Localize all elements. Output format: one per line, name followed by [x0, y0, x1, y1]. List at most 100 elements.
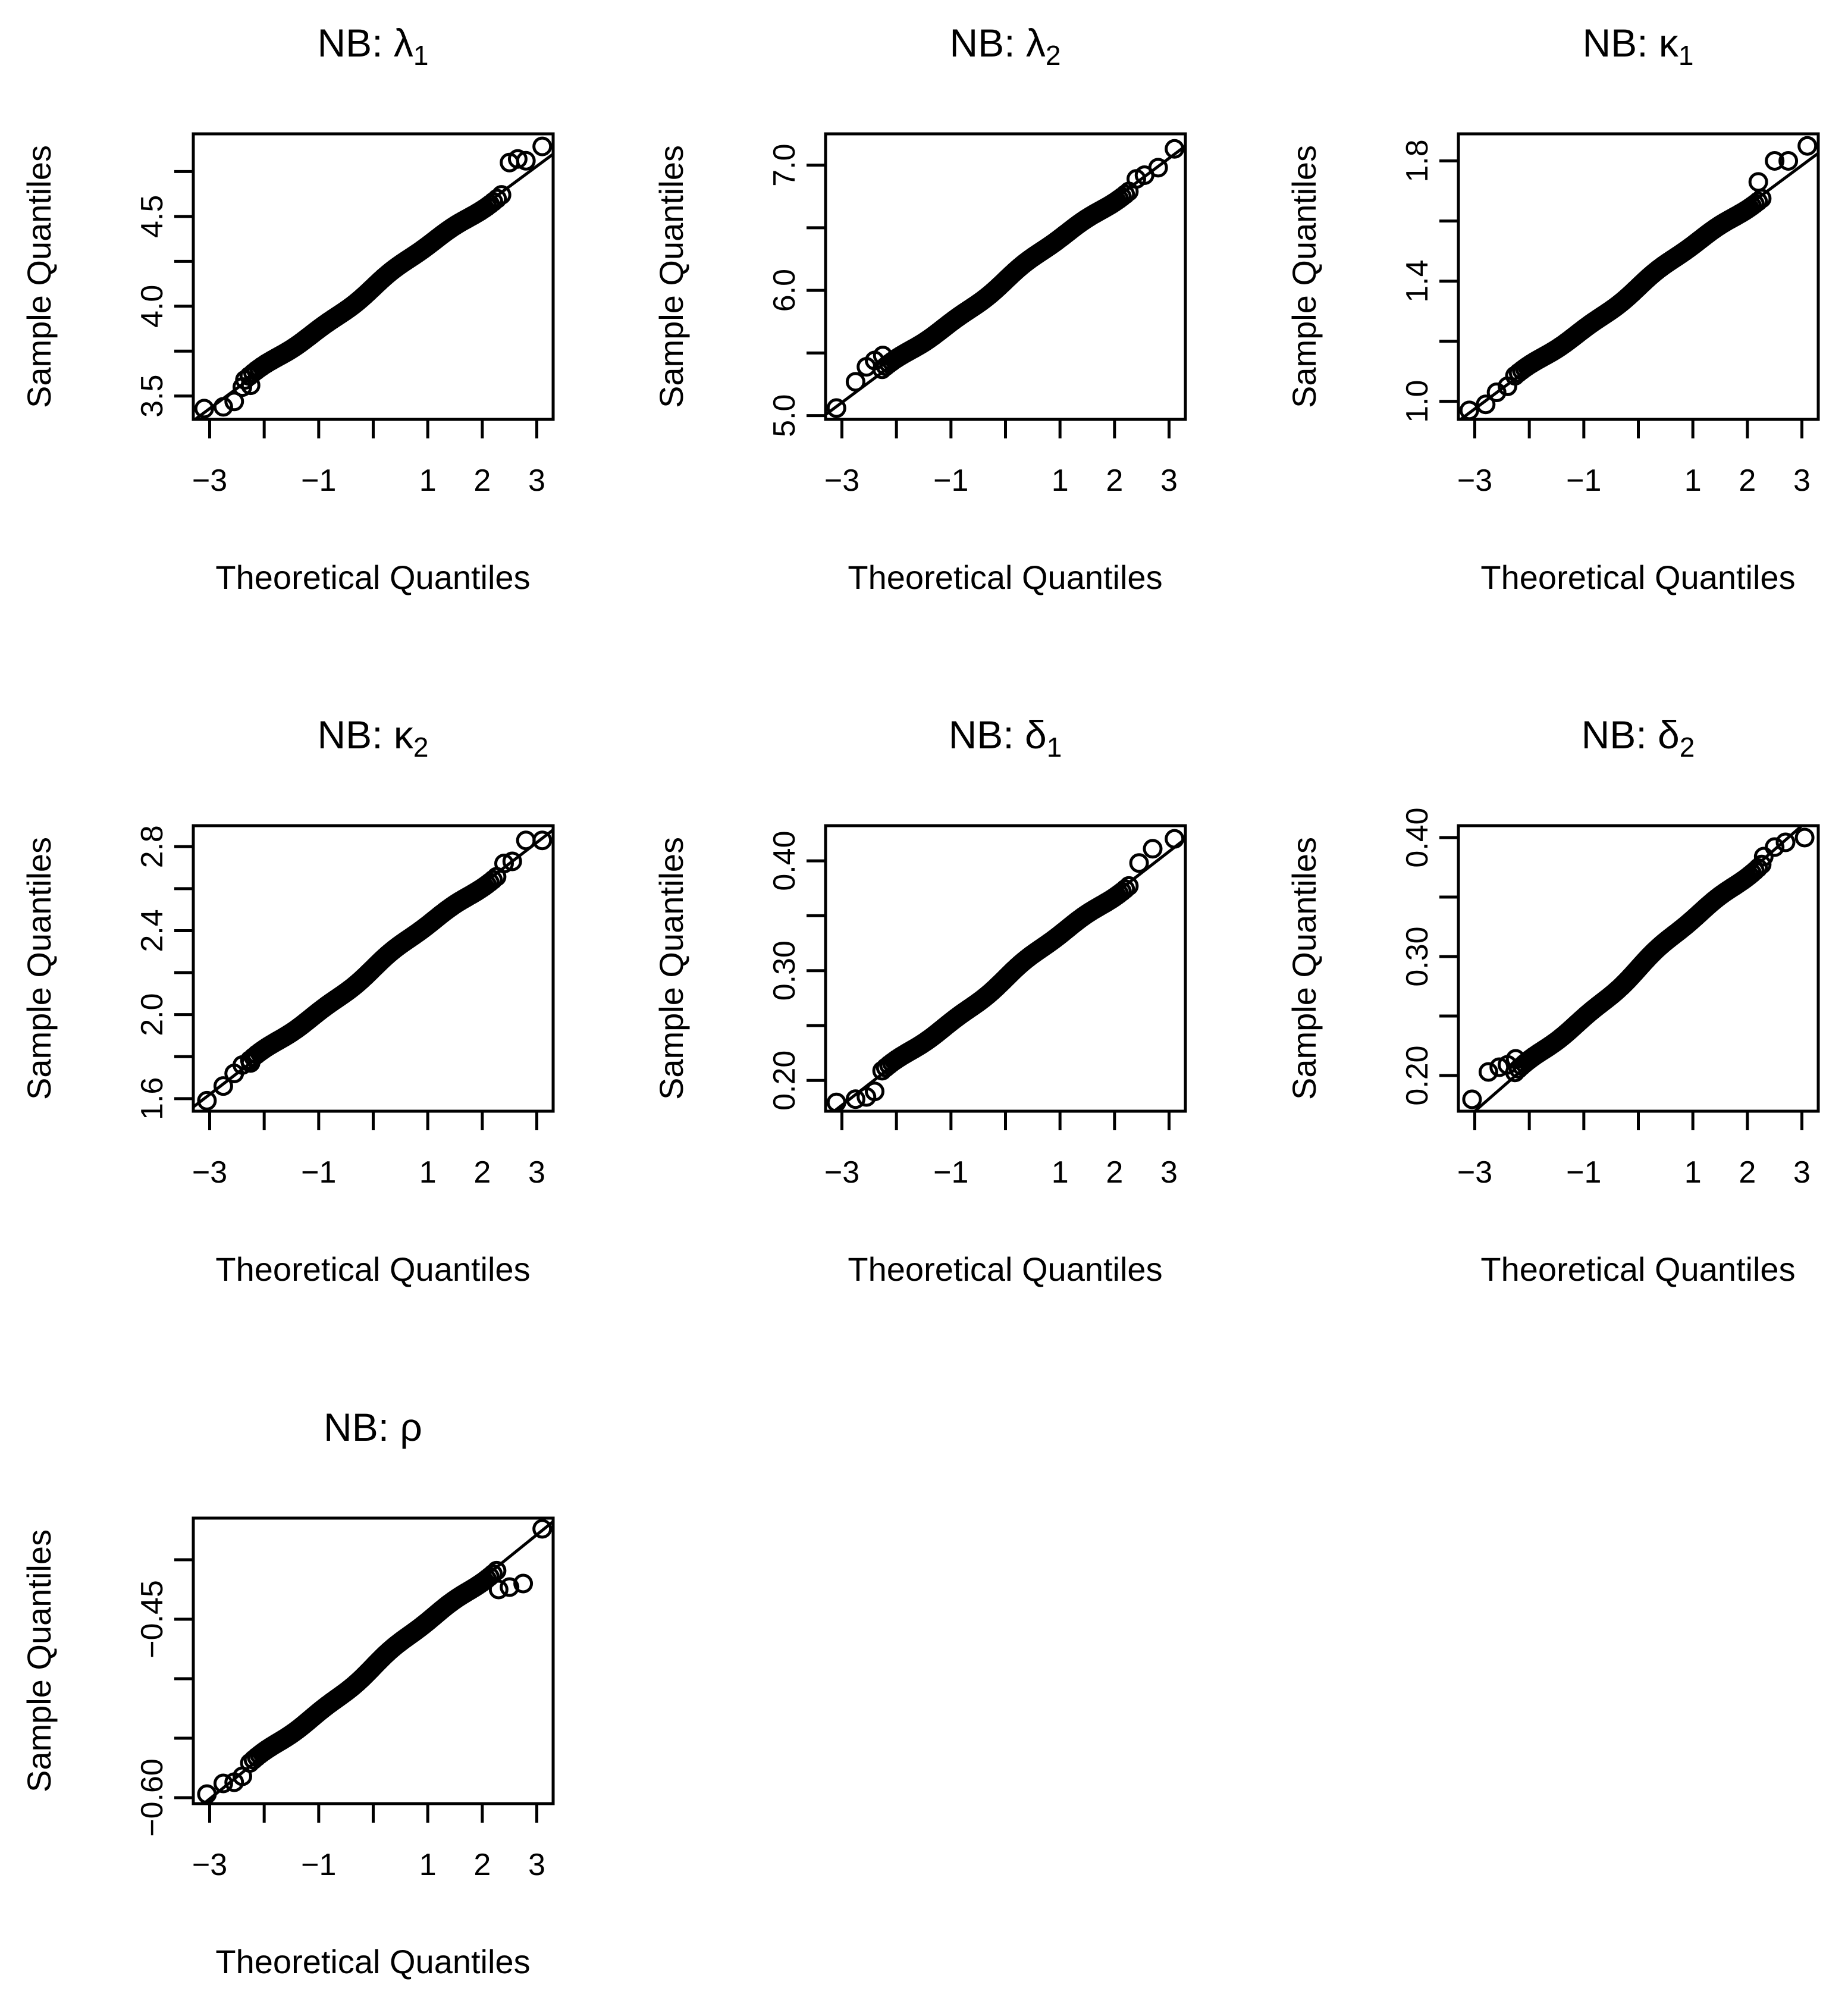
y-tick-label: 3.5: [135, 375, 170, 418]
qq-panel-lambda2: NB: λ2 Theoretical Quantiles Sample Quan…: [652, 21, 1187, 596]
qq-point: [194, 399, 214, 419]
x-tick-label: −3: [192, 1155, 227, 1190]
qq-point: [240, 375, 261, 396]
x-tick-label: 3: [1793, 463, 1811, 498]
x-tick-label: 1: [1684, 463, 1702, 498]
x-axis-label: Theoretical Quantiles: [1480, 1250, 1795, 1288]
x-tick-label: −3: [192, 1848, 227, 1882]
qq-point: [1478, 1062, 1498, 1082]
qq-point: [233, 1055, 252, 1075]
y-tick-label: 2.4: [135, 909, 170, 952]
qq-point: [1459, 400, 1479, 421]
x-tick-label: −1: [301, 463, 336, 498]
x-axis-label: Theoretical Quantiles: [215, 559, 530, 596]
panel-title: NB: λ2: [950, 21, 1061, 71]
qq-point: [197, 1784, 217, 1804]
qq-point: [1143, 839, 1163, 859]
axis-ticks: −3 −1 1 2 3 1.6 2.0 2.4 2.8: [135, 825, 545, 1190]
data-points: [826, 139, 1185, 418]
x-tick-label: 1: [1684, 1155, 1702, 1190]
qq-point: [500, 1577, 520, 1597]
qq-point: [532, 136, 553, 156]
y-axis-label: Sample Quantiles: [1285, 837, 1323, 1100]
y-tick-label: 1.0: [1400, 380, 1435, 423]
qq-point: [233, 377, 252, 397]
panel-title: NB: λ1: [318, 21, 429, 71]
qq-point: [1129, 853, 1149, 873]
qq-point: [1748, 192, 1768, 212]
y-tick-label: 0.40: [767, 830, 802, 891]
x-tick-label: −3: [1457, 463, 1492, 498]
x-axis-label: Theoretical Quantiles: [848, 1250, 1162, 1288]
x-tick-label: 3: [1160, 1155, 1178, 1190]
x-tick-label: 3: [528, 1155, 545, 1190]
qq-point: [233, 1766, 252, 1786]
qq-point: [532, 830, 553, 851]
qq-panel-delta2: NB: δ2 Theoretical Quantiles Sample Quan…: [1285, 713, 1820, 1288]
x-tick-label: 1: [419, 1848, 437, 1882]
y-tick-label: 0.20: [1400, 1045, 1435, 1105]
y-tick-label: −0.45: [135, 1580, 170, 1658]
qq-point: [1486, 383, 1507, 403]
y-tick-label: 1.8: [1400, 139, 1435, 182]
x-tick-label: −1: [301, 1155, 336, 1190]
data-points: [193, 136, 553, 419]
qq-point: [240, 1053, 261, 1073]
y-tick-label: 0.40: [1400, 807, 1435, 867]
x-tick-label: −3: [824, 463, 859, 498]
qq-point: [1765, 837, 1785, 857]
x-tick-label: 2: [473, 1848, 491, 1882]
axis-ticks: −3 −1 1 2 3 0.20 0.30 0.40: [767, 830, 1178, 1190]
y-axis-label: Sample Quantiles: [20, 1529, 58, 1792]
axis-ticks: −3 −1 1 2 3 3.5 4.0 4.5: [135, 170, 545, 498]
qq-point: [487, 189, 507, 209]
qq-point: [873, 346, 893, 366]
qq-point: [1148, 158, 1168, 178]
y-axis-label: Sample Quantiles: [652, 837, 690, 1100]
qq-point: [1498, 376, 1517, 396]
x-tick-label: −3: [824, 1155, 859, 1190]
qq-point: [491, 185, 512, 205]
qq-point: [1115, 879, 1135, 899]
qq-panel-kappa2: NB: κ2 Theoretical Quantiles Sample Quan…: [20, 713, 555, 1288]
qq-panel-rho: NB: ρ Theoretical Quantiles Sample Quant…: [20, 1405, 555, 1980]
x-tick-label: 2: [1106, 463, 1123, 498]
qq-point: [826, 1092, 846, 1112]
data-points: [826, 829, 1185, 1112]
qq-point: [1476, 394, 1496, 415]
qq-point: [1165, 829, 1185, 849]
qq-point: [494, 854, 514, 874]
x-tick-label: 1: [419, 463, 437, 498]
y-tick-label: 4.0: [135, 285, 170, 328]
qq-point: [1794, 827, 1815, 848]
panel-title: NB: ρ: [324, 1405, 422, 1449]
qq-point: [1505, 1049, 1526, 1069]
qq-point: [1752, 854, 1772, 874]
qq-point: [483, 870, 503, 890]
y-axis-label: Sample Quantiles: [20, 145, 58, 408]
y-axis-label: Sample Quantiles: [20, 837, 58, 1100]
qq-point: [513, 1573, 534, 1594]
qq-point: [507, 149, 528, 169]
x-tick-label: 1: [1052, 463, 1069, 498]
y-tick-label: 2.8: [135, 825, 170, 868]
x-tick-label: 2: [473, 1155, 491, 1190]
qq-point: [1115, 184, 1135, 205]
x-tick-label: −1: [933, 463, 968, 498]
x-tick-label: −3: [1457, 1155, 1492, 1190]
qq-point: [516, 151, 536, 171]
y-tick-label: 0.20: [767, 1051, 802, 1111]
x-axis-label: Theoretical Quantiles: [215, 1943, 530, 1980]
qq-point: [1753, 846, 1774, 867]
data-points: [193, 829, 553, 1111]
x-tick-label: 3: [1160, 463, 1178, 498]
qq-point: [487, 1560, 507, 1581]
x-tick-label: −1: [933, 1155, 968, 1190]
axis-ticks: −3 −1 1 2 3 0.20 0.30 0.40: [1400, 807, 1811, 1190]
qq-point: [213, 397, 233, 417]
qq-panel-kappa1: NB: κ1 Theoretical Quantiles Sample Quan…: [1285, 21, 1820, 596]
x-axis-label: Theoretical Quantiles: [215, 1250, 530, 1288]
qq-point: [1119, 876, 1139, 896]
panel-title: NB: κ2: [318, 713, 429, 763]
x-axis-label: Theoretical Quantiles: [848, 559, 1162, 596]
